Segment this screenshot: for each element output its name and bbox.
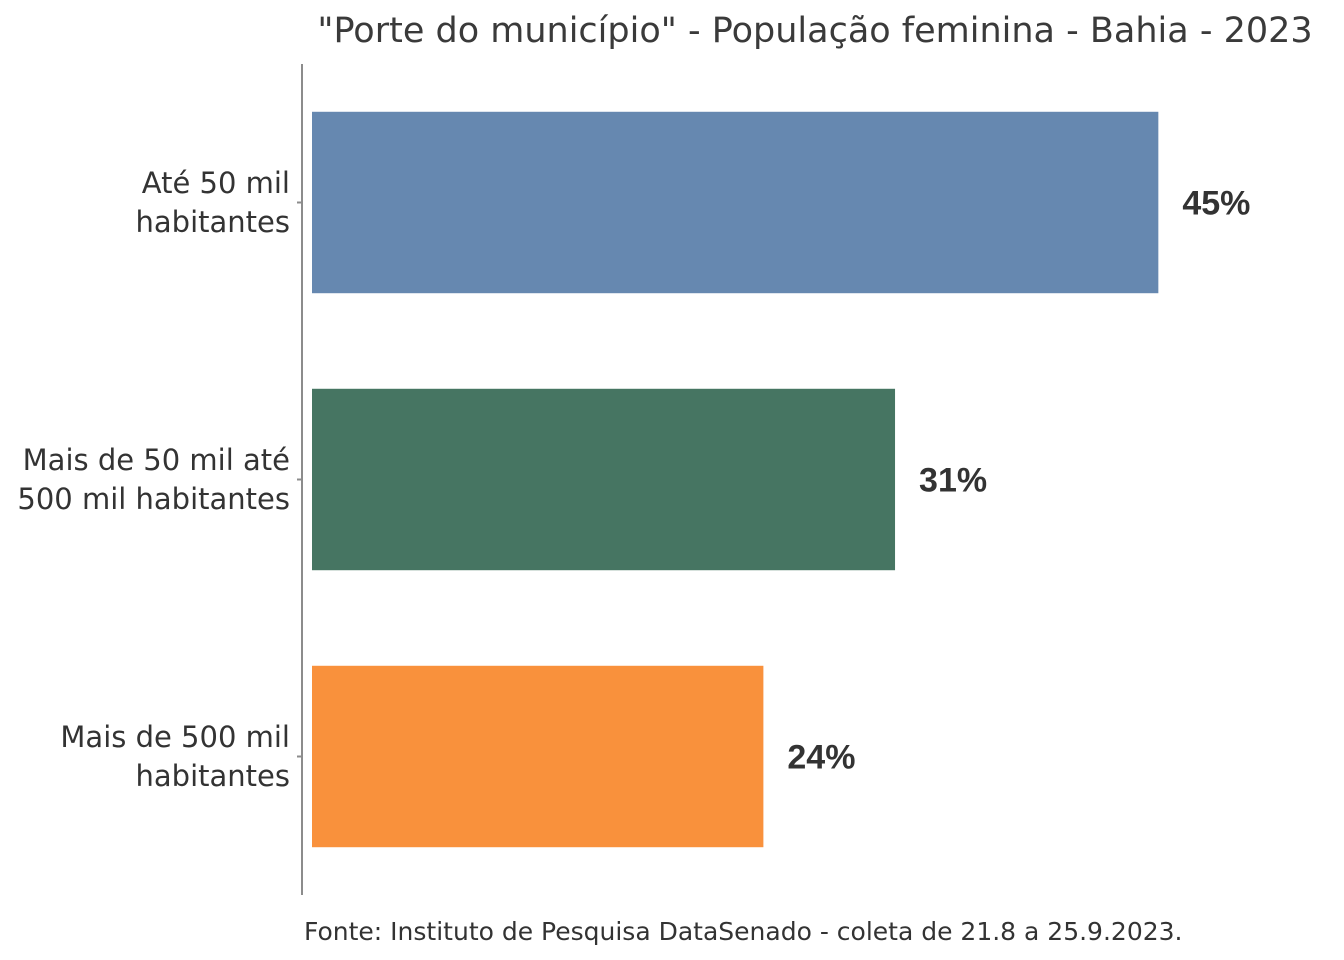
category-label-3: Mais de 500 mil habitantes: [60, 720, 290, 793]
bar-3: [312, 665, 764, 848]
category-label-line: Até 50 mil: [142, 166, 290, 200]
category-label-line: Mais de 500 mil: [60, 720, 290, 754]
bar-1: [312, 111, 1159, 294]
category-label-line: habitantes: [136, 759, 290, 793]
value-labels-group: 45% 31% 24%: [787, 185, 1250, 777]
category-label-line: Mais de 50 mil até: [23, 443, 290, 477]
value-label-1: 45%: [1182, 185, 1250, 223]
value-label-3: 24%: [787, 739, 855, 777]
category-label-2: Mais de 50 mil até 500 mil habitantes: [17, 443, 290, 516]
category-label-line: habitantes: [136, 205, 290, 239]
source-note: Fonte: Instituto de Pesquisa DataSenado …: [304, 917, 1182, 946]
chart-title: "Porte do município" - População feminin…: [317, 11, 1312, 51]
category-label-line: 500 mil habitantes: [17, 482, 290, 516]
y-ticks-group: [297, 201, 302, 758]
category-labels-group: Até 50 mil habitantes Mais de 50 mil até 50…: [17, 166, 290, 793]
bars-group: [312, 111, 1159, 848]
value-label-2: 31%: [919, 462, 987, 500]
bar-2: [312, 388, 896, 571]
category-label-1: Até 50 mil habitantes: [136, 166, 290, 239]
